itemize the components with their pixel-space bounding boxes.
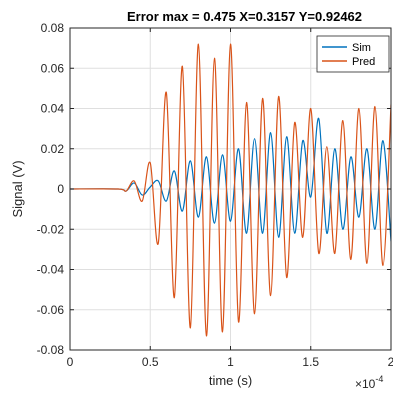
series-line-sim (70, 117, 391, 242)
x-axis-label: time (s) (209, 373, 252, 388)
ticks: 0 0.5 1 1.5 2 -0.08 -0.06 -0.04 -0.02 0 0.02 0.04 0.… (37, 21, 393, 369)
y-tick-label: 0.06 (41, 61, 65, 75)
legend-box (316, 35, 390, 73)
legend-entry-pred: Pred (352, 56, 375, 68)
legend: Sim Pred (316, 35, 390, 73)
legend-entry-sim: Sim (352, 42, 371, 54)
y-tick-label: 0.02 (41, 142, 65, 156)
y-tick-label: -0.02 (37, 222, 65, 236)
y-tick-label: 0.04 (41, 102, 65, 116)
series-line-pred (70, 43, 391, 337)
x-axis-exponent: ×10-4 (355, 374, 383, 391)
y-tick-label: -0.08 (37, 343, 65, 357)
x-tick-label: 0 (67, 355, 74, 369)
y-tick-label: -0.06 (37, 303, 65, 317)
y-axis-label: Signal (V) (10, 160, 25, 217)
x-tick-label: 0.5 (142, 355, 159, 369)
x-tick-label: 1 (227, 355, 234, 369)
x-exponent-power: -4 (375, 374, 383, 384)
x-tick-label: 2 (388, 355, 393, 369)
y-tick-label: 0 (57, 182, 64, 196)
y-tick-label: 0.08 (41, 21, 65, 35)
series-layer (70, 43, 391, 337)
x-tick-label: 1.5 (302, 355, 319, 369)
y-tick-label: -0.04 (37, 263, 65, 277)
x-exponent-base: ×10 (355, 377, 376, 391)
chart-title: Error max = 0.475 X=0.3157 Y=0.92462 (127, 9, 362, 24)
